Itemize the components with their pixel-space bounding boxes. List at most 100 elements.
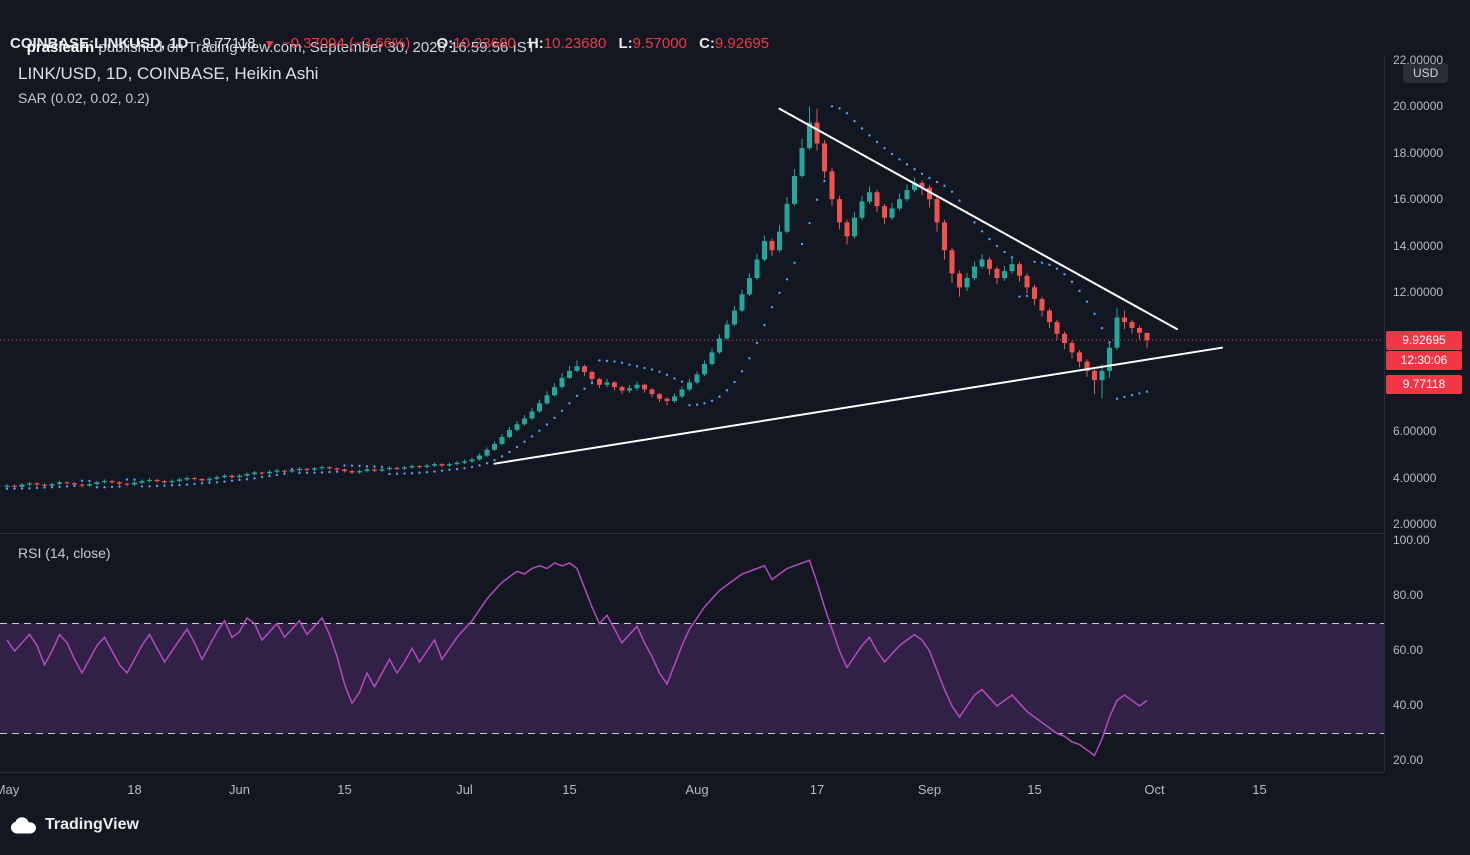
candle-body: [769, 240, 775, 251]
candle-body: [642, 384, 647, 390]
candle-body: [919, 182, 925, 188]
candle-body: [259, 472, 265, 474]
candle-body: [979, 259, 985, 267]
candle-body: [372, 469, 377, 471]
price-tick-label: 22.00000: [1393, 53, 1444, 67]
time-axis[interactable]: May 18 Jun 15 Jul 15 Aug 17 Sep 15 Oct 15: [0, 772, 1384, 808]
candle-body: [499, 437, 505, 444]
candle-body: [1084, 361, 1090, 371]
high-label: H:: [527, 35, 544, 52]
candle-body: [484, 449, 490, 456]
symbol-name[interactable]: COINBASE:LINKUSD, 1D: [10, 35, 189, 52]
time-tick-label: Aug: [685, 782, 709, 797]
candle-body: [477, 455, 482, 460]
time-tick-label: 17: [809, 782, 825, 797]
price-tick-label: 6.00000: [1393, 424, 1437, 439]
candle-body: [364, 469, 370, 472]
candle-body: [492, 443, 497, 450]
currency-toggle-button[interactable]: USD: [1403, 63, 1449, 83]
candle-body: [529, 411, 535, 419]
candle-body: [1137, 327, 1142, 333]
candle-body: [507, 430, 512, 437]
price-tick-label: 4.00000: [1393, 470, 1437, 485]
low-value: 9.57000: [632, 35, 687, 52]
price-scale[interactable]: USD 9.92695 12:30:06 9.77118 22.00000 20.…: [1384, 53, 1470, 772]
candle-body: [747, 278, 752, 295]
candle-body: [957, 273, 962, 288]
candle-body: [169, 481, 175, 483]
candle-body: [1069, 343, 1075, 353]
tradingview-logo[interactable]: TradingView: [10, 816, 139, 834]
candle-body: [199, 478, 205, 481]
candle-body: [1107, 347, 1112, 371]
candle-body: [1017, 264, 1022, 276]
open-label: O:: [436, 35, 454, 52]
candle-body: [1002, 271, 1007, 279]
time-tick-label: 15: [1027, 782, 1042, 797]
time-tick-label: Sep: [917, 782, 942, 797]
trendline[interactable]: [493, 346, 1223, 465]
tradingview-cloud-icon: [11, 816, 36, 833]
candle-body: [522, 418, 527, 425]
candle-body: [1024, 275, 1030, 288]
candle-body: [327, 467, 332, 469]
candle-body: [349, 471, 355, 473]
candle-body: [394, 467, 400, 469]
candle-body: [207, 478, 212, 481]
candle-body: [244, 474, 250, 476]
candle-body: [912, 182, 917, 190]
tradingview-wordmark: TradingView: [45, 816, 139, 833]
candle-body: [297, 468, 302, 471]
candle-body: [454, 462, 460, 465]
candle-body: [357, 471, 362, 473]
candle-body: [57, 482, 62, 485]
time-tick-label: Jul: [456, 782, 473, 797]
rsi-indicator-legend: RSI (14, close): [18, 545, 111, 561]
chart-legend-title: LINK/USD, 1D, COINBASE, Heikin Ashi: [18, 64, 319, 83]
candle-body: [147, 479, 152, 482]
candle-body: [267, 471, 272, 474]
candle-body: [1032, 287, 1037, 299]
candle-body: [192, 478, 197, 480]
trendline[interactable]: [778, 107, 1178, 331]
candle-body: [837, 199, 842, 223]
candle-body: [552, 387, 557, 396]
candle-body: [612, 382, 617, 388]
candle-body: [694, 374, 700, 383]
candle-body: [1054, 322, 1060, 334]
direction-down-icon: ▼: [263, 37, 276, 51]
time-tick-label: 15: [337, 782, 352, 797]
candle-body: [664, 398, 670, 402]
open-value: 10.23680: [453, 35, 516, 52]
candle-body: [124, 483, 130, 485]
candle-body: [717, 338, 722, 353]
candle-body: [304, 468, 310, 470]
candle-body: [319, 467, 325, 469]
candle-body: [897, 199, 902, 209]
candle-body: [784, 203, 790, 232]
candle-body: [1099, 370, 1105, 381]
candle-body: [964, 278, 970, 288]
price-tick-label: 18.00000: [1393, 145, 1444, 160]
candle-body: [889, 208, 895, 218]
candle-body: [1062, 333, 1067, 344]
candle-body: [274, 470, 280, 472]
sar-indicator-legend: SAR (0.02, 0.02, 0.2): [18, 90, 150, 106]
rsi-tick-label: 100.00: [1393, 533, 1430, 547]
rsi-indicator-pane[interactable]: [0, 533, 1384, 772]
price-tick-label: 14.00000: [1393, 238, 1444, 253]
candle-body: [649, 389, 655, 395]
candle-body: [589, 372, 595, 379]
candle-body: [852, 217, 857, 237]
candle-body: [42, 484, 47, 486]
candle-body: [312, 468, 317, 470]
candle-body: [732, 310, 737, 325]
candle-body: [432, 464, 437, 466]
candle-body: [762, 240, 767, 260]
candle-body: [289, 470, 295, 472]
main-price-chart[interactable]: [0, 55, 1384, 533]
candle-body: [64, 482, 70, 484]
candle-body: [1144, 332, 1150, 341]
candle-body: [49, 484, 55, 486]
candle-body: [139, 481, 145, 483]
